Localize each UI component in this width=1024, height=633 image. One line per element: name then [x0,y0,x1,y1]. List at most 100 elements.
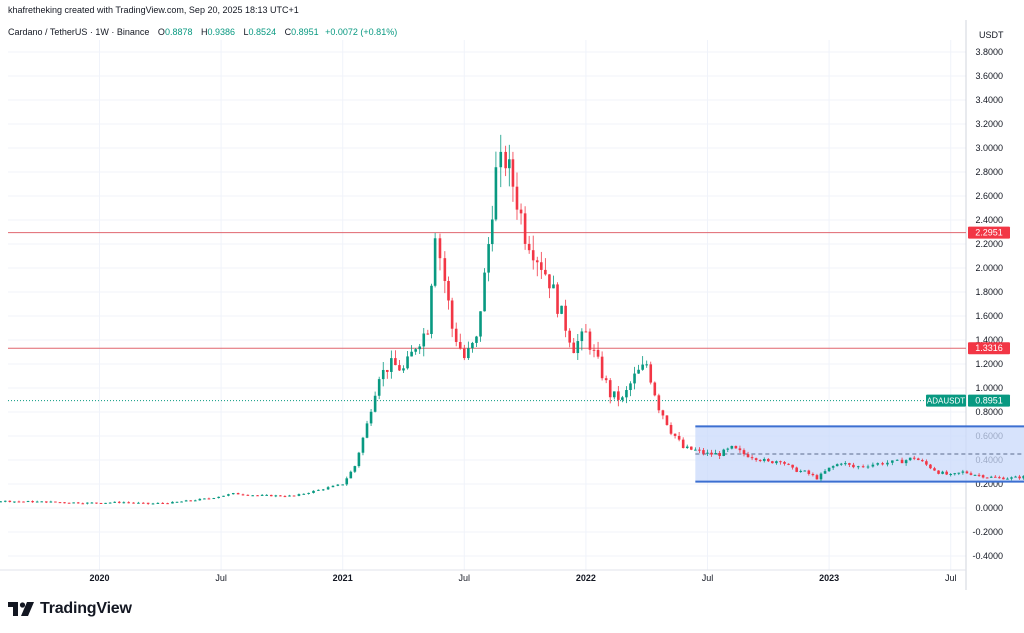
candle-body [471,342,474,349]
candle-body [317,489,320,491]
candle-body [891,460,894,463]
candle-body [336,484,340,486]
candle-body [673,433,677,436]
x-tick-label: 2023 [819,573,839,583]
candle-body [726,448,730,450]
candle-body [86,502,89,504]
candle-body [710,452,713,455]
x-tick-label: 2022 [576,573,596,583]
candle-body [861,466,865,468]
y-tick-label: 3.6000 [975,71,1003,81]
candle-body [146,502,150,504]
candle-body [151,503,155,505]
candle-body [515,186,519,210]
candle-body [576,341,580,354]
candle-body [279,495,282,497]
candle-body [312,490,315,493]
x-tick-label: Jul [945,573,957,583]
y-tick-label: 1.2000 [975,359,1003,369]
y-tick-label: 3.8000 [975,47,1003,57]
candle-body [881,463,884,465]
candle-body [331,485,335,488]
price-axis-currency: USDT [979,30,1004,40]
candle-body [989,476,993,478]
candle-body [953,473,957,475]
candle-body [568,330,571,343]
candle-body [730,445,734,449]
open-value: 0.8878 [164,27,193,37]
candle-body [1018,476,1021,479]
candle-body [815,475,819,480]
candle-body [236,493,240,495]
y-tick-label: 2.2000 [975,239,1003,249]
candle-body [422,333,426,347]
candle-body [349,471,353,479]
candle-body [871,464,875,467]
candle-body [361,437,365,453]
candle-body [180,501,183,503]
y-tick-label: 0.8000 [975,407,1003,417]
candle-body [941,471,944,474]
candle-body [600,356,604,379]
candle-body [771,461,774,464]
y-tick-label: 0.0000 [975,503,1003,513]
candle-body [283,496,287,498]
symbol-name: Cardano / TetherUS · 1W · Binance [8,27,150,37]
candle-body [72,502,75,504]
candle-body [499,151,503,168]
candle-body [227,494,230,496]
candle-body [827,467,831,472]
candle-body [787,463,790,465]
candle-body [937,470,940,474]
candle-body [921,460,924,462]
candle-body [649,364,653,383]
candle-body [685,446,689,448]
candle-body [373,395,377,412]
candle-body [390,358,393,372]
high-label: H [200,27,208,37]
candle-body [326,487,330,490]
candle-body [645,364,648,366]
candle-body [341,484,344,486]
candle-body [916,458,920,461]
candle-body [758,460,762,462]
candle-body [617,391,620,400]
candle-body [292,495,296,497]
candle-body [604,378,608,381]
y-tick-label: -0.4000 [972,551,1003,561]
candle-body [193,500,197,502]
x-tick-label: 2020 [89,573,109,583]
candle-body [762,458,766,461]
candle-body [117,501,121,503]
candle-body [269,494,273,497]
candle-body [608,380,612,398]
candle-body [222,495,225,497]
candle-body [803,470,807,472]
candle-body [957,472,961,474]
candle-body [256,495,259,497]
candle-body [746,454,750,458]
candle-body [750,457,754,459]
candle-body [754,458,758,461]
candle-body [912,457,916,459]
candle-body [161,502,165,504]
candle-body [511,159,515,187]
y-tick-label: 2.8000 [975,167,1003,177]
candle-body [714,453,717,455]
candle-body [45,501,48,503]
candle-body [137,502,140,504]
candle-body [132,502,135,504]
last-price-label: 0.8951 [975,396,1003,406]
candle-body [458,341,462,349]
candle-body [1014,476,1017,478]
candle-body [108,502,112,504]
candle-body [104,502,107,504]
candle-body [848,463,851,465]
candle-body [612,391,616,398]
candle-body [811,473,815,476]
candle-body [365,423,369,438]
candle-body [819,473,823,480]
candle-body [689,446,693,450]
candle-body [450,300,454,329]
